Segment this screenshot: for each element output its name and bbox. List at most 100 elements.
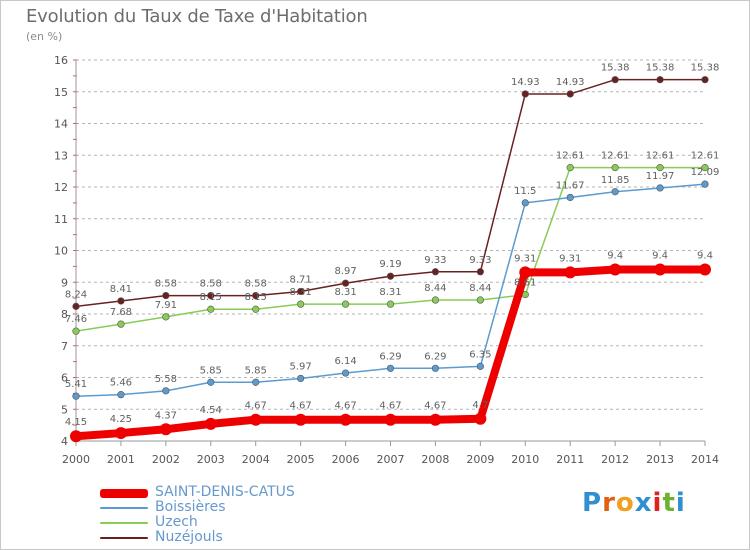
data-point <box>476 362 484 370</box>
data-label: 12.61 <box>646 151 675 162</box>
data-point <box>114 427 127 440</box>
data-label: 9.4 <box>697 251 713 262</box>
data-label: 8.31 <box>379 287 401 298</box>
data-label: 11.67 <box>556 180 585 191</box>
data-label: 7.91 <box>155 300 177 311</box>
legend-swatch <box>100 507 148 509</box>
data-label: 4.7 <box>472 400 488 411</box>
data-label: 8.61 <box>514 278 536 289</box>
data-label: 5.58 <box>155 374 177 385</box>
data-point <box>654 263 667 276</box>
data-label: 15.38 <box>691 63 720 74</box>
brand-letter: t <box>662 488 676 518</box>
data-label: 4.67 <box>245 401 267 412</box>
data-label: 14.93 <box>556 77 585 88</box>
data-point <box>249 413 262 426</box>
legend-label: Boissières <box>155 499 226 515</box>
data-point <box>429 413 442 426</box>
data-label: 15.38 <box>646 63 675 74</box>
data-point <box>117 391 125 399</box>
y-tick-label: 13 <box>54 149 68 162</box>
brand-letter: i <box>675 488 686 518</box>
data-point <box>252 291 260 300</box>
data-label: 9.4 <box>652 251 668 262</box>
data-label: 4.67 <box>334 401 356 412</box>
data-label: 7.46 <box>65 314 87 325</box>
data-point <box>656 164 664 172</box>
data-label: 8.15 <box>200 292 222 303</box>
y-tick-label: 5 <box>61 403 68 416</box>
y-tick-label: 4 <box>61 435 68 448</box>
data-point <box>566 193 574 202</box>
data-label: 11.85 <box>601 175 630 186</box>
data-point <box>252 378 260 386</box>
data-label: 8.71 <box>290 274 312 285</box>
data-point <box>386 364 395 372</box>
axes: 4 5 6 7 8 9 10 11 12 13 14 15 16 2000 2001 2002 2003 2004… <box>54 54 719 466</box>
legend-label: SAINT-DENIS-CATUS <box>155 484 295 500</box>
y-tick-label: 11 <box>54 213 68 226</box>
x-tick-label: 2010 <box>511 453 539 466</box>
chart-title: Evolution du Taux de Taxe d'Habitation <box>26 6 368 27</box>
data-label: 8.58 <box>200 279 222 290</box>
brand-letter: r <box>602 488 616 518</box>
data-point <box>656 184 664 192</box>
data-point <box>431 364 440 372</box>
x-tick-label: 2000 <box>62 453 90 466</box>
data-label: 6.29 <box>424 351 446 362</box>
data-label: 4.54 <box>200 405 222 416</box>
data-point <box>476 296 484 304</box>
data-label: 11.5 <box>514 186 536 197</box>
data-label: 8.97 <box>334 266 356 277</box>
data-point <box>341 300 350 308</box>
brand-letter: o <box>615 488 635 518</box>
data-point <box>609 263 622 276</box>
data-label: 8.58 <box>155 279 177 290</box>
data-label: 4.15 <box>65 417 87 428</box>
data-label: 14.93 <box>511 77 540 88</box>
y-tick-label: 16 <box>54 54 68 67</box>
data-point <box>564 266 577 279</box>
x-tick-label: 2004 <box>242 453 270 466</box>
data-label: 8.24 <box>65 289 87 300</box>
data-point <box>611 76 619 84</box>
data-label: 8.15 <box>245 292 267 303</box>
y-axis-units: (en %) <box>26 30 63 43</box>
data-label: 12.09 <box>691 167 720 178</box>
data-label: 4.67 <box>424 401 446 412</box>
y-tick-label: 10 <box>54 245 68 258</box>
data-label: 6.29 <box>379 351 401 362</box>
data-label: 4.67 <box>290 401 312 412</box>
data-label: 5.85 <box>245 365 267 376</box>
data-point <box>566 90 574 98</box>
data-label: 8.44 <box>424 283 446 294</box>
x-tick-label: 2007 <box>377 453 405 466</box>
data-point <box>297 300 305 308</box>
x-tick-label: 2014 <box>691 453 719 466</box>
data-label: 8.58 <box>245 279 267 290</box>
data-label: 9.33 <box>469 255 491 266</box>
data-point <box>431 268 440 276</box>
data-label: 9.4 <box>607 251 623 262</box>
brand-logo: Proxiti <box>582 488 686 518</box>
x-tick-label: 2006 <box>332 453 360 466</box>
data-label: 8.31 <box>334 287 356 298</box>
brand-letter: x <box>634 488 653 518</box>
data-label: 12.61 <box>556 151 585 162</box>
data-point <box>521 199 529 207</box>
x-tick-label: 2013 <box>646 453 674 466</box>
data-point <box>162 313 170 321</box>
data-label: 15.38 <box>601 63 630 74</box>
data-label: 11.97 <box>646 171 675 182</box>
data-point <box>207 291 215 300</box>
data-point <box>386 300 395 308</box>
x-tick-label: 2001 <box>107 453 135 466</box>
x-tick-label: 2002 <box>152 453 180 466</box>
data-label: 12.61 <box>691 151 720 162</box>
data-point <box>297 287 305 296</box>
series-lines <box>70 76 711 443</box>
data-point <box>384 413 397 426</box>
data-point <box>297 374 305 383</box>
y-tick-label: 12 <box>54 181 68 194</box>
